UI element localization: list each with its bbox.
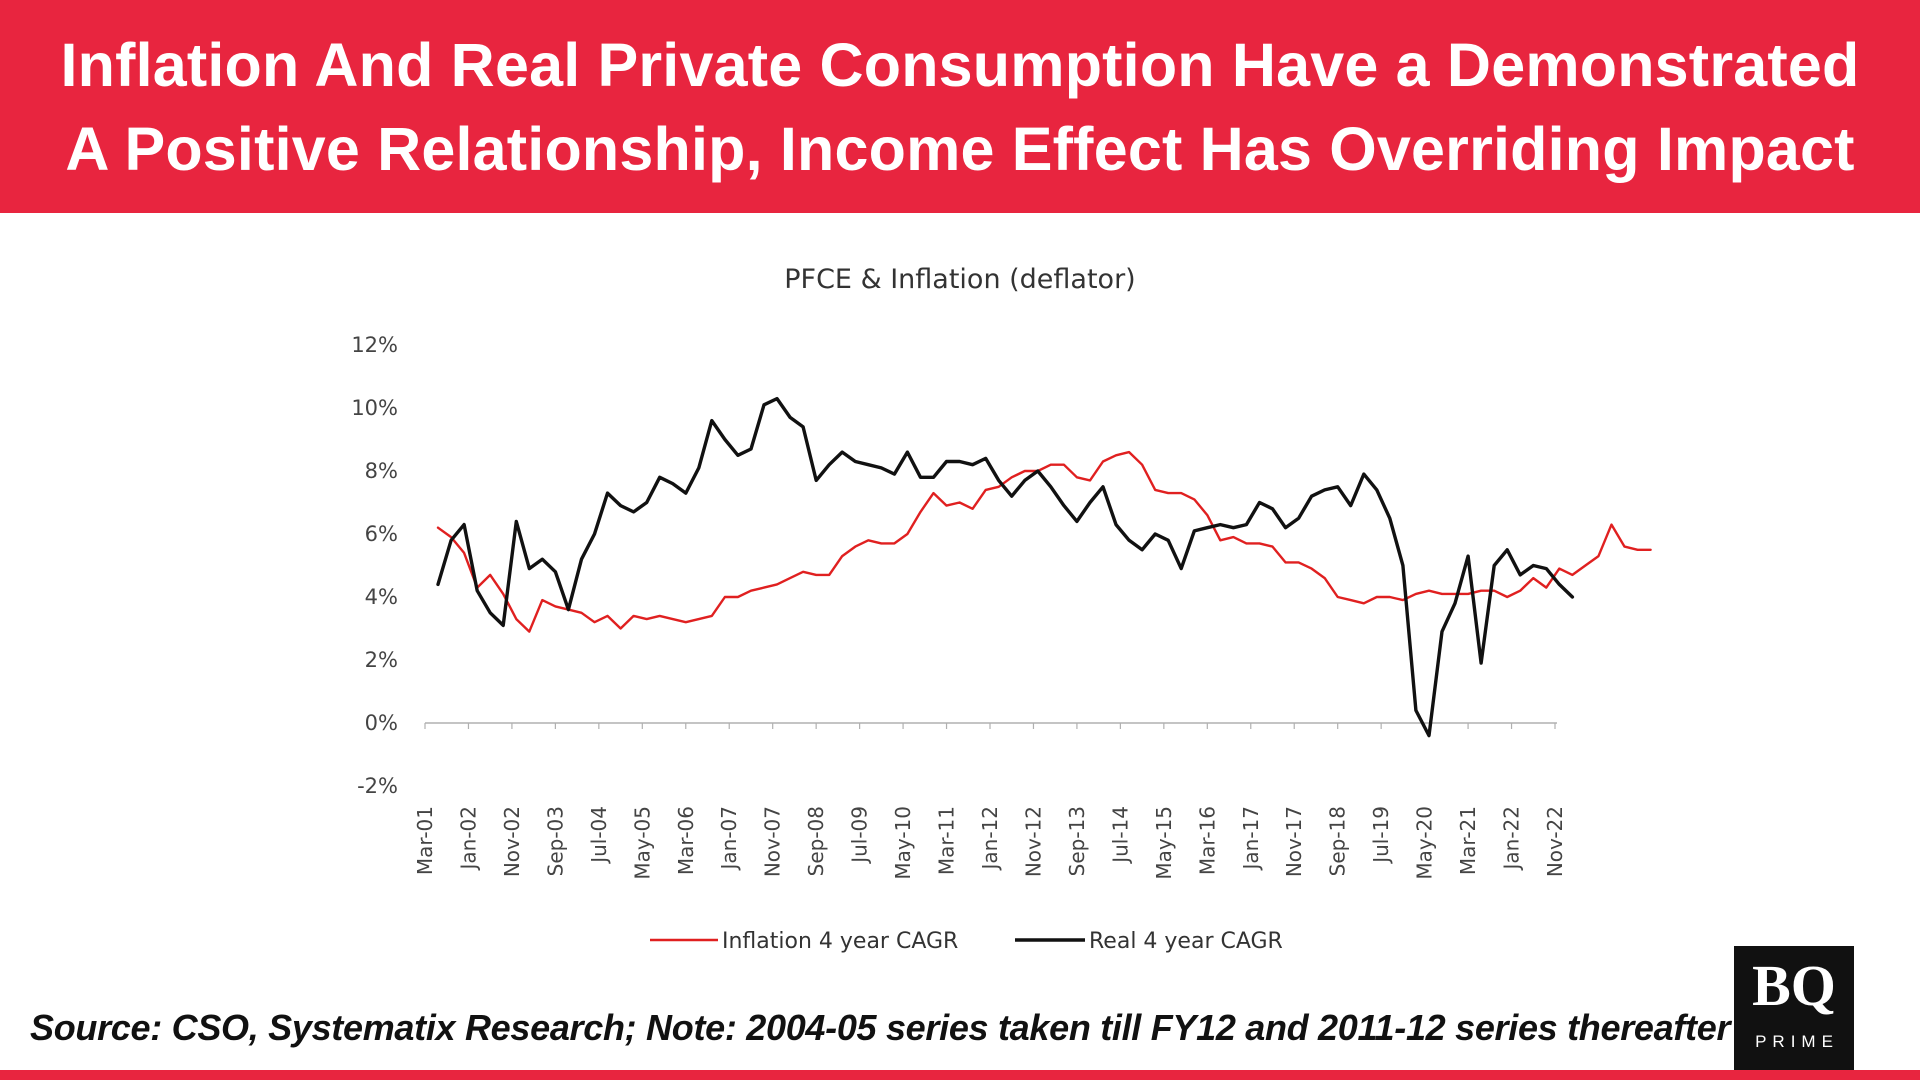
x-tick-label: Sep-08 (804, 806, 828, 876)
logo-subtext: PRIME (1755, 1032, 1839, 1051)
y-tick-label: -2% (357, 774, 398, 798)
x-tick-label: Nov-17 (1282, 806, 1306, 877)
x-tick-label: Sep-18 (1326, 806, 1350, 876)
x-tick-label: Jul-09 (848, 806, 872, 865)
headline-line-2: A Positive Relationship, Income Effect H… (65, 114, 1855, 183)
x-tick-label: Nov-02 (500, 806, 524, 877)
x-tick-label: Mar-21 (1456, 806, 1480, 875)
series-layer (436, 396, 1652, 738)
x-tick-label: Mar-11 (935, 806, 959, 875)
logo-text: BQ (1752, 953, 1836, 1018)
x-tick-label: May-05 (630, 806, 654, 880)
y-tick-label: 6% (365, 522, 398, 546)
x-tick-label: Jan-17 (1239, 806, 1263, 872)
series-line-inflation (436, 450, 1652, 633)
x-tick-label: Jan-02 (456, 806, 480, 872)
x-tick-label: Sep-03 (543, 806, 567, 876)
header-banner: Inflation And Real Private Consumption H… (0, 0, 1920, 213)
x-tick-label: Sep-13 (1065, 806, 1089, 876)
x-tick-label: Mar-01 (413, 806, 437, 875)
y-tick-label: 10% (351, 396, 398, 420)
y-tick-label: 0% (365, 711, 398, 735)
x-tick-label: Jul-04 (587, 806, 611, 865)
y-tick-label: 2% (365, 648, 398, 672)
x-tick-label: May-20 (1413, 806, 1437, 880)
legend-label: Real 4 year CAGR (1089, 929, 1283, 954)
line-chart: PFCE & Inflation (deflator) -2% 0% 2% 4% 6% 8… (351, 264, 1652, 954)
x-tick-label: May-15 (1152, 806, 1176, 880)
x-tick-label: Jul-14 (1108, 806, 1132, 865)
x-tick-label: Nov-22 (1543, 806, 1567, 877)
x-tick-label: Jan-22 (1500, 806, 1524, 872)
x-tick-label: Jan-12 (978, 806, 1002, 872)
legend-label: Inflation 4 year CAGR (722, 929, 958, 954)
series-line-real (436, 396, 1575, 738)
x-tick-label: Jan-07 (717, 806, 741, 872)
headline-line-1: Inflation And Real Private Consumption H… (60, 30, 1860, 99)
x-axis: Mar-01 Jan-02 Nov-02 Sep-03 Jul-04 May-05 Mar-… (413, 722, 1567, 880)
legend: Inflation 4 year CAGR Real 4 year CAGR (650, 929, 1283, 954)
bq-prime-logo: BQ PRIME (1734, 946, 1854, 1070)
y-axis: -2% 0% 2% 4% 6% 8% 10% 12% (351, 333, 398, 798)
x-tick-label: Mar-16 (1195, 806, 1219, 875)
source-note: Source: CSO, Systematix Research; Note: … (30, 1007, 1731, 1048)
x-tick-label: Mar-06 (674, 806, 698, 875)
y-tick-label: 4% (365, 585, 398, 609)
y-tick-label: 12% (351, 333, 398, 357)
chart-title: PFCE & Inflation (deflator) (784, 264, 1135, 295)
x-tick-label: Jul-19 (1369, 806, 1393, 865)
y-tick-label: 8% (365, 459, 398, 483)
bottom-accent-bar (0, 1070, 1920, 1080)
x-tick-label: May-10 (891, 806, 915, 880)
x-tick-label: Nov-12 (1021, 806, 1045, 877)
x-tick-label: Nov-07 (761, 806, 785, 877)
